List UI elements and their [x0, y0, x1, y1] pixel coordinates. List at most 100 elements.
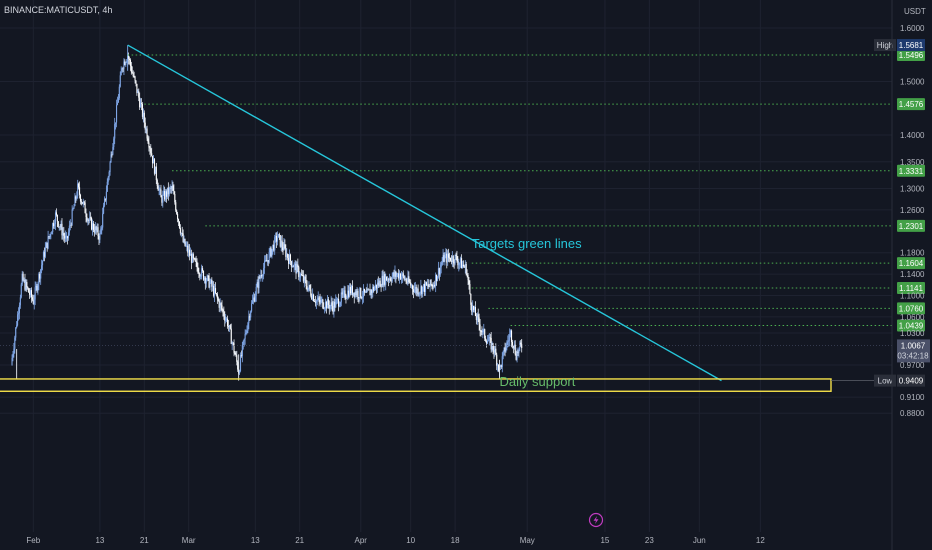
candle-body [388, 278, 390, 281]
candle-body [179, 227, 181, 234]
candle-body [195, 261, 197, 262]
candle-body [297, 264, 299, 268]
candle-body [143, 112, 145, 123]
candle-body [497, 364, 499, 366]
candle-body [106, 181, 108, 192]
candle-body [411, 285, 413, 287]
target-tag-label: 1.5496 [899, 51, 924, 60]
candle-body [213, 285, 215, 296]
candle-body [209, 282, 211, 288]
candle-body [253, 297, 255, 302]
candle-body [354, 291, 356, 298]
candle-body [428, 286, 430, 288]
candle-body [264, 260, 266, 269]
candle-body [259, 276, 261, 278]
candle-body [521, 344, 523, 348]
candle-body [493, 349, 495, 353]
candle-body [71, 209, 73, 225]
candle-body [309, 285, 311, 290]
candle-body [21, 273, 23, 285]
candle-body [123, 61, 125, 69]
candle-body [64, 235, 66, 239]
candle-body [321, 299, 323, 301]
candle-body [513, 344, 515, 349]
candle-body [200, 276, 202, 277]
candle-body [510, 330, 513, 342]
candle-body [35, 285, 37, 288]
candle-body [415, 286, 417, 293]
candle-body [164, 191, 166, 200]
candle-body [268, 252, 270, 263]
candle-body [303, 276, 305, 282]
candle-body [383, 274, 385, 286]
candle-body [145, 128, 147, 130]
y-tick-label: 1.1800 [900, 249, 925, 258]
candle-body [159, 189, 161, 191]
candle-body [298, 267, 300, 277]
candle-body [125, 62, 127, 65]
candle-body [461, 264, 464, 269]
trendline [127, 44, 722, 382]
candle-body [28, 288, 30, 293]
candle-body [215, 293, 217, 295]
candle-body [423, 284, 425, 288]
annotation-targets: Targets green lines [472, 236, 582, 251]
x-tick-label: 23 [645, 536, 654, 545]
candle-body [61, 223, 63, 236]
candle-body [112, 147, 114, 155]
candle-body [270, 247, 272, 257]
candle-body [465, 264, 467, 275]
candle-body [82, 201, 84, 204]
candle-body [470, 293, 472, 305]
candle-body [301, 274, 303, 276]
candle-body [357, 290, 359, 298]
candle-body [402, 273, 404, 276]
target-tag-label: 1.1604 [899, 259, 924, 268]
candle-body [432, 285, 434, 288]
candle-body [307, 287, 309, 291]
candle-body [362, 296, 364, 299]
candle-body [359, 287, 361, 299]
candle-body [262, 275, 264, 277]
x-tick-label: 10 [406, 536, 415, 545]
candle-body [332, 306, 334, 312]
lightning-icon[interactable] [588, 512, 604, 528]
candle-body [419, 292, 421, 294]
candle-body [413, 288, 415, 292]
candle-body [414, 286, 416, 289]
candle-body [424, 282, 427, 292]
candle-body [151, 153, 153, 156]
candle-body [451, 256, 453, 262]
candle-body [230, 328, 232, 345]
candle-body [282, 247, 284, 251]
candle-body [455, 254, 457, 256]
candle-body [330, 302, 332, 306]
candle-body [136, 83, 138, 93]
target-tag-label: 1.3331 [899, 167, 924, 176]
candle-body [76, 196, 78, 199]
candle-body [323, 307, 325, 309]
candle-body [276, 236, 278, 242]
candle-body [485, 338, 487, 341]
candle-body [512, 345, 514, 349]
candle-body [73, 206, 75, 209]
candle-body [498, 364, 500, 371]
candle-body [346, 297, 348, 299]
candle-body [472, 305, 474, 312]
candle-body [305, 279, 307, 287]
candle-body [161, 197, 163, 203]
candle-body [425, 282, 427, 286]
candle-body [18, 305, 20, 314]
candle-body [386, 276, 388, 281]
candle-body [481, 330, 483, 333]
candle-body [229, 325, 231, 329]
candle-body [150, 148, 152, 154]
candle-body [329, 305, 331, 309]
candle-body [165, 191, 167, 200]
candle-body [363, 288, 365, 293]
candle-body [275, 236, 277, 238]
candle-body [196, 261, 198, 268]
target-tag [897, 48, 925, 61]
candle-body [315, 300, 317, 304]
